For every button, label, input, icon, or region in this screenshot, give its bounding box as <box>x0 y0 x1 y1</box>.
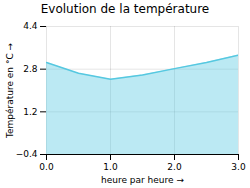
svg-text:0.0: 0.0 <box>39 162 54 172</box>
svg-text:heure par heure →: heure par heure → <box>101 175 184 185</box>
svg-text:Température en °C →: Température en °C → <box>5 42 15 139</box>
svg-text:3.0: 3.0 <box>231 162 246 172</box>
svg-text:4.4: 4.4 <box>23 21 38 31</box>
svg-text:1.2: 1.2 <box>23 107 37 117</box>
svg-text:−0.4: −0.4 <box>16 149 38 159</box>
svg-text:2.0: 2.0 <box>167 162 182 172</box>
svg-text:1.0: 1.0 <box>103 162 118 172</box>
html-text:Evolution de la température: Evolution de la température <box>40 2 210 16</box>
svg-text:2.8: 2.8 <box>23 64 38 74</box>
